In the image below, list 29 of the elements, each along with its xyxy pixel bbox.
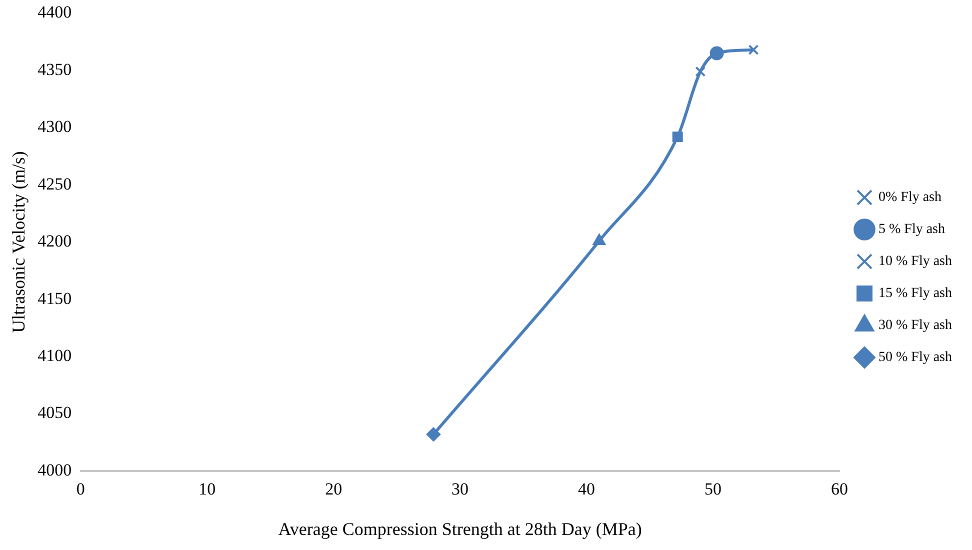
y-axis-title: Ultrasonic Velocity (m/s) [8, 151, 29, 333]
point [426, 427, 440, 442]
y-tick-label: 4050 [38, 403, 72, 422]
legend-label: 10 % Fly ash [878, 254, 952, 270]
point [748, 44, 759, 56]
x-tick-label: 10 [198, 480, 216, 499]
point [710, 46, 724, 60]
y-tick-label: 4200 [38, 232, 72, 251]
legend-label: 30 % Fly ash [878, 318, 952, 334]
legend-label: 15 % Fly ash [878, 286, 952, 302]
y-tick-label: 4400 [38, 2, 72, 22]
y-tick-label: 4100 [38, 346, 72, 366]
y-tick-label: 4150 [38, 288, 72, 308]
x-axis-title: Average Compression Strength at 28th Day (MPa) [278, 518, 642, 539]
legend-label: 5 % Fly ash [878, 222, 945, 238]
x-tick-label: 30 [452, 480, 469, 499]
y-tick-label: 4250 [38, 174, 72, 194]
x-tick-label: 60 [831, 480, 848, 499]
point [672, 132, 683, 142]
point [695, 66, 706, 77]
x-tick-label: 20 [325, 480, 342, 499]
y-tick-label: 4300 [38, 117, 72, 136]
x-tick-label: 50 [704, 480, 722, 499]
y-tick-label: 4350 [38, 60, 72, 79]
x-tick-label: 0 [76, 480, 85, 499]
legend-label: 50 % Fly ash [878, 350, 952, 366]
legend-label: 0% Fly ash [878, 190, 942, 206]
x-tick-label: 40 [578, 480, 596, 499]
y-tick-label: 4000 [38, 460, 72, 480]
